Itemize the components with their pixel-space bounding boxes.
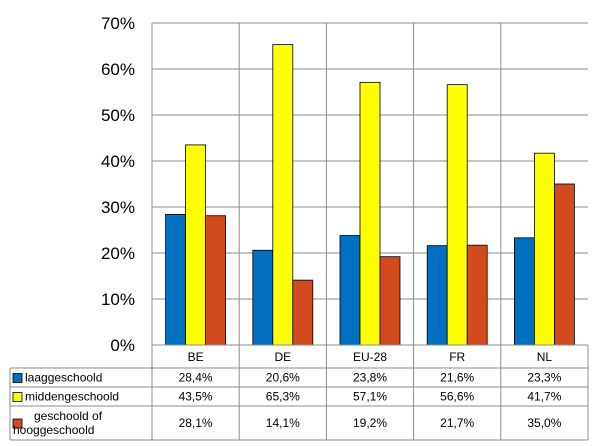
y-tick-label: 10%	[101, 290, 135, 309]
data-label: 19,2%	[353, 416, 387, 430]
series-name-label: laaggeschoold	[25, 371, 102, 385]
y-tick-label: 0%	[110, 336, 135, 355]
legend-swatch	[12, 418, 23, 429]
data-label: 56,6%	[440, 390, 474, 404]
category-label: EU-28	[353, 350, 387, 364]
data-label: 20,6%	[266, 371, 300, 385]
y-tick-label: 70%	[101, 14, 135, 33]
bar-laaggeschoold-EU-28	[339, 235, 361, 346]
bar-geschoold-of-hooggeschoold-DE	[292, 279, 314, 346]
data-label: 21,7%	[440, 416, 474, 430]
bar-geschoold-of-hooggeschoold-FR	[466, 244, 488, 346]
data-label: 57,1%	[353, 390, 387, 404]
bar-geschoold-of-hooggeschoold-NL	[554, 183, 575, 346]
category-label: NL	[537, 350, 553, 364]
bar-laaggeschoold-FR	[426, 245, 448, 346]
y-axis-tick-labels: 0% 10% 20% 30% 40% 50% 60% 70%	[101, 14, 135, 355]
bar-laaggeschoold-NL	[514, 237, 535, 346]
data-label: 28,1%	[179, 416, 213, 430]
y-tick-label: 50%	[101, 106, 135, 125]
data-label: 41,7%	[527, 390, 561, 404]
bars	[165, 44, 575, 346]
data-label: 65,3%	[266, 390, 300, 404]
legend-swatch	[12, 392, 23, 402]
bar-middengeschoold-EU-28	[359, 81, 381, 346]
series-name-label: middengeschoold	[25, 390, 119, 404]
data-label: 23,3%	[527, 371, 561, 385]
y-tick-label: 40%	[101, 152, 135, 171]
y-tick-label: 60%	[101, 60, 135, 79]
bar-laaggeschoold-BE	[165, 213, 187, 346]
bar-middengeschoold-BE	[185, 144, 207, 346]
bar-laaggeschoold-DE	[252, 249, 274, 346]
bar-geschoold-of-hooggeschoold-BE	[205, 215, 227, 346]
legend-swatch	[12, 373, 23, 383]
data-label: 43,5%	[179, 390, 213, 404]
bar-middengeschoold-DE	[272, 44, 294, 346]
data-label: 28,4%	[179, 371, 213, 385]
bar-geschoold-of-hooggeschoold-EU-28	[379, 256, 401, 346]
y-tick-label: 30%	[101, 198, 135, 217]
bar-middengeschoold-FR	[446, 84, 468, 346]
data-label: 23,8%	[353, 371, 387, 385]
category-label: DE	[274, 350, 291, 364]
series-name-label: geschoold of hooggeschoold	[13, 409, 103, 437]
data-label: 35,0%	[527, 416, 561, 430]
bar-middengeschoold-NL	[534, 152, 555, 346]
data-table: BE DE EU-28 FR NL laaggeschoold 28,4% 20,6% 23,8…	[9, 23, 589, 441]
data-label: 14,1%	[266, 416, 300, 430]
y-tick-label: 20%	[101, 244, 135, 263]
data-label: 21,6%	[440, 371, 474, 385]
category-label: FR	[449, 350, 465, 364]
category-label: BE	[188, 350, 204, 364]
